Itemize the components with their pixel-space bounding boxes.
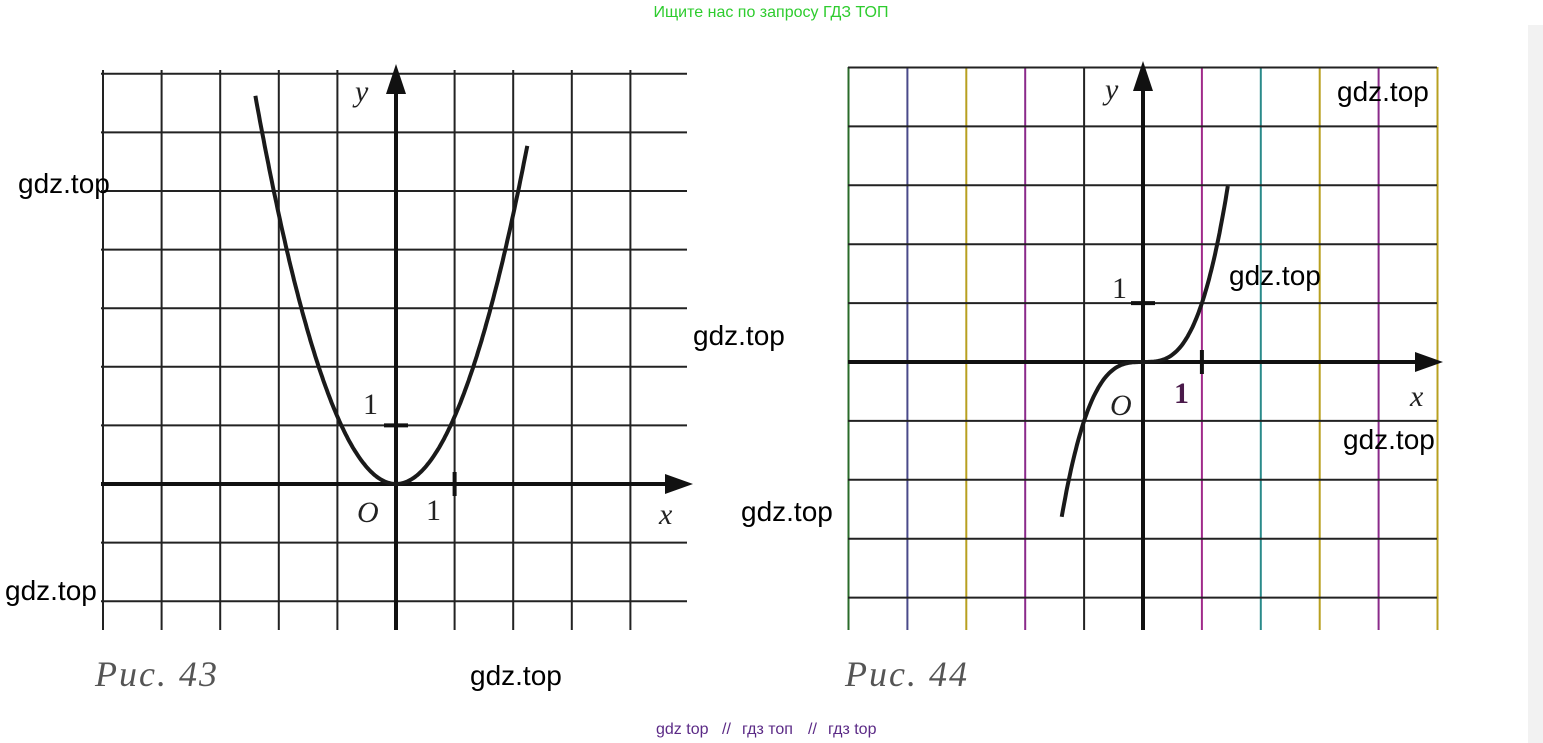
scrollbar [1528,25,1543,743]
curve [1059,185,1230,518]
footer-link[interactable]: gdz top [656,721,709,738]
arrow [386,64,406,94]
watermark: gdz.top [470,660,562,691]
axis-y-label: y [1102,73,1119,106]
caption: Рис. 44 [844,654,969,694]
axis-x-label: x [658,498,673,531]
figure-44-grid [847,61,1443,630]
unit-y-label: 1 [363,388,378,421]
unit-x-label: 1 [426,494,441,527]
watermark: gdz.top [741,496,833,527]
watermark: gdz.top [18,168,110,199]
axis-y-label: y [352,75,369,108]
axis-x-label: x [1409,380,1424,413]
origin-label: O [1110,389,1132,422]
watermark: gdz.top [5,575,97,606]
watermark: gdz.top [1343,424,1435,455]
arrow [1133,61,1153,91]
footer-separator: // [808,721,817,738]
footer-link[interactable]: гдз топ [742,721,793,738]
origin-label: O [357,496,379,529]
banner: Ищите нас по запросу ГДЗ ТОП [654,4,889,21]
watermark: gdz.top [693,320,785,351]
figure-43-grid [101,64,693,630]
footer-link[interactable]: гдз top [828,721,877,738]
caption: Рис. 43 [94,654,219,694]
curve [253,95,530,486]
watermark: gdz.top [1229,260,1321,291]
unit-x-label: 1 [1174,377,1189,410]
arrow [665,474,693,494]
footer-separator: // [722,721,731,738]
watermark: gdz.top [1337,76,1429,107]
unit-y-label: 1 [1112,272,1127,305]
arrow [1415,352,1443,372]
